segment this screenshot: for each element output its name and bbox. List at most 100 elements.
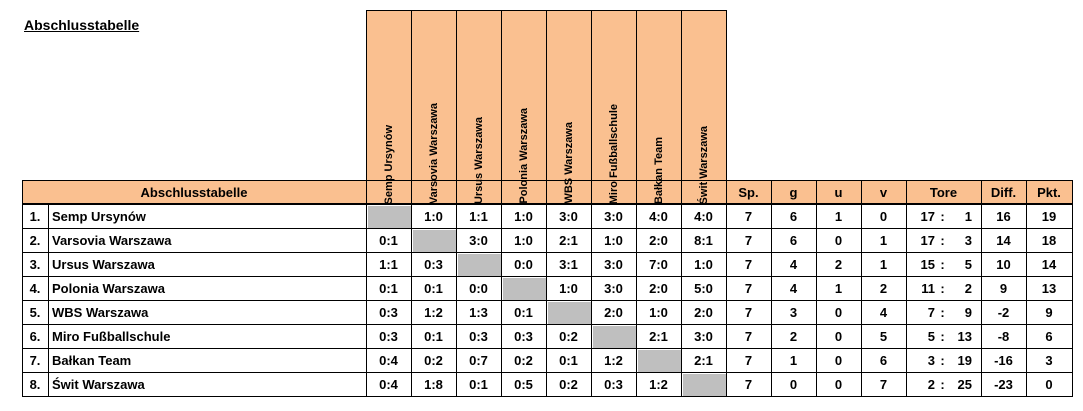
lost-cell: 7: [879, 376, 888, 392]
goals-against-cell: 3: [964, 232, 972, 248]
lost-cell: 1: [879, 256, 888, 272]
grid-line: [366, 180, 367, 397]
result-cell: 1:0: [694, 256, 713, 272]
result-cell: 0:4: [379, 376, 398, 392]
result-cell: 3:0: [604, 256, 623, 272]
grid-line: [501, 180, 502, 397]
points-cell: 13: [1041, 280, 1057, 296]
result-cell: 1:2: [649, 376, 668, 392]
draw-cell: 1: [834, 280, 843, 296]
grid-line: [22, 276, 1073, 277]
header-team-8: Świt Warszawa: [681, 10, 726, 204]
goals-for-cell: 3: [927, 352, 935, 368]
grid-line: [726, 180, 727, 397]
goals-colon: :: [940, 328, 945, 344]
won-cell: 4: [789, 280, 798, 296]
result-cell: 3:0: [694, 328, 713, 344]
header-team-label: Bałkan Team: [652, 136, 665, 204]
goals-against-cell: 5: [964, 256, 972, 272]
result-cell: 2:0: [694, 304, 713, 320]
self-match-cell: [413, 230, 457, 253]
grid-line: [22, 252, 1073, 253]
header-team-label: WBS Warszawa: [562, 122, 575, 204]
won-cell: 2: [789, 328, 798, 344]
result-cell: 1:1: [379, 256, 398, 272]
team-name-cell: Ursus Warszawa: [52, 256, 155, 272]
team-name-cell: Bałkan Team: [52, 352, 132, 368]
result-cell: 2:0: [649, 232, 668, 248]
goals-against-cell: 25: [957, 376, 972, 392]
diff-cell: -23: [994, 376, 1013, 392]
self-match-cell: [548, 302, 592, 325]
goals-colon: :: [940, 280, 945, 296]
rank-cell: 1.: [29, 208, 41, 224]
grid-line: [48, 204, 49, 396]
lost-cell: 6: [879, 352, 888, 368]
played-cell: 7: [744, 256, 753, 272]
result-cell: 0:0: [514, 256, 533, 272]
goals-colon: :: [940, 208, 945, 224]
grid-line: [861, 180, 862, 397]
result-cell: 3:1: [559, 256, 578, 272]
grid-line: [726, 10, 727, 180]
header-tore: Tore: [906, 180, 981, 204]
result-cell: 0:3: [379, 328, 398, 344]
grid-line: [816, 180, 817, 397]
grid-line: [22, 180, 23, 397]
points-cell: 9: [1045, 304, 1053, 320]
won-cell: 3: [789, 304, 798, 320]
goals-colon: :: [940, 232, 945, 248]
grid-line: [366, 10, 367, 180]
rank-cell: 7.: [29, 352, 41, 368]
result-cell: 0:3: [604, 376, 623, 392]
draw-cell: 0: [834, 352, 843, 368]
result-cell: 3:0: [604, 208, 623, 224]
self-match-cell: [503, 278, 547, 301]
header-team-3: Ursus Warszawa: [456, 10, 501, 204]
draw-cell: 0: [834, 328, 843, 344]
grid-line: [22, 300, 1073, 301]
rank-cell: 4.: [29, 280, 41, 296]
result-cell: 2:1: [694, 352, 713, 368]
grid-line: [1072, 180, 1073, 397]
won-cell: 6: [789, 232, 798, 248]
grid-line: [22, 348, 1073, 349]
header-title-cell: Abschlusstabelle: [22, 180, 366, 204]
result-cell: 0:7: [469, 352, 488, 368]
grid-line: [636, 180, 637, 397]
grid-line: [22, 180, 1073, 181]
result-cell: 0:3: [379, 304, 398, 320]
team-name-cell: Varsovia Warszawa: [52, 232, 172, 248]
result-cell: 2:0: [649, 280, 668, 296]
header-team-label: Miro Fußballschule: [607, 103, 620, 204]
diff-cell: 16: [996, 208, 1011, 224]
grid-line: [456, 10, 457, 180]
goals-for-cell: 11: [921, 280, 935, 296]
self-match-cell: [593, 326, 637, 349]
grid-line: [1026, 180, 1027, 397]
result-cell: 1:3: [469, 304, 488, 320]
grid-line: [22, 228, 1073, 229]
grid-line: [456, 180, 457, 397]
draw-cell: 0: [834, 376, 843, 392]
goals-for-cell: 2: [927, 376, 935, 392]
page-title: Abschlusstabelle: [24, 17, 140, 33]
result-cell: 3:0: [559, 208, 578, 224]
header-team-1: Semp Ursynów: [366, 10, 411, 204]
result-cell: 4:0: [694, 208, 713, 224]
played-cell: 7: [744, 376, 753, 392]
result-cell: 1:0: [514, 232, 533, 248]
result-cell: 0:1: [379, 232, 398, 248]
lost-cell: 4: [879, 304, 888, 320]
result-cell: 3:0: [469, 232, 488, 248]
lost-cell: 1: [879, 232, 888, 248]
result-cell: 0:3: [514, 328, 533, 344]
result-cell: 1:0: [604, 232, 623, 248]
result-cell: 5:0: [694, 280, 713, 296]
result-cell: 0:2: [559, 328, 578, 344]
played-cell: 7: [744, 280, 753, 296]
result-cell: 0:3: [424, 256, 443, 272]
goals-against-cell: 13: [957, 328, 972, 344]
header-team-5: WBS Warszawa: [546, 10, 591, 204]
team-name-cell: Semp Ursynów: [52, 208, 146, 224]
